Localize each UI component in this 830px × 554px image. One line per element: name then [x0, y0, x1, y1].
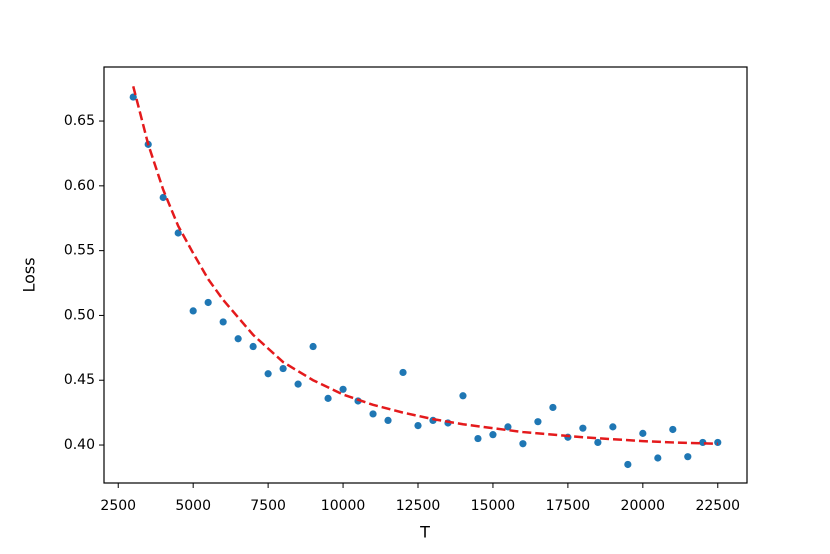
x-tick-label: 17500 — [546, 498, 591, 514]
point — [234, 335, 242, 343]
y-tick-label: 0.45 — [64, 372, 95, 388]
point — [519, 440, 527, 448]
point — [549, 403, 557, 412]
point — [459, 392, 467, 400]
point — [534, 418, 542, 426]
point — [294, 380, 302, 388]
x-tick-label: 10000 — [321, 498, 366, 514]
point — [639, 429, 647, 437]
x-tick-label: 12500 — [396, 498, 441, 514]
y-tick-label: 0.40 — [64, 437, 95, 453]
point — [264, 370, 272, 378]
point — [714, 438, 722, 447]
point — [579, 424, 587, 432]
x-tick-label: 2500 — [100, 498, 136, 514]
point — [684, 453, 692, 461]
fit-line — [132, 85, 718, 445]
point — [669, 425, 677, 434]
point — [624, 460, 632, 469]
point — [279, 364, 287, 373]
plot-frame — [103, 66, 748, 484]
point — [309, 342, 317, 351]
point — [384, 416, 392, 425]
point — [414, 421, 422, 430]
point — [609, 423, 617, 431]
y-tick-label: 0.55 — [64, 243, 95, 259]
point — [654, 454, 662, 462]
point — [339, 385, 347, 393]
x-tick-label: 22500 — [695, 498, 740, 514]
x-tick-label: 7500 — [250, 498, 286, 514]
y-tick-label: 0.50 — [64, 307, 95, 323]
point — [159, 193, 167, 202]
point — [129, 93, 137, 101]
x-tick-label: 20000 — [621, 498, 666, 514]
point — [174, 229, 182, 237]
point — [369, 410, 377, 418]
y-tick-label: 0.65 — [64, 113, 95, 129]
x-axis-label: T — [419, 523, 430, 542]
point — [219, 318, 227, 326]
y-axis-label: Loss — [20, 257, 39, 292]
point — [504, 423, 512, 431]
point — [249, 342, 257, 351]
x-tick-label: 5000 — [175, 498, 211, 514]
point — [204, 298, 212, 307]
point — [189, 307, 197, 315]
x-tick-label: 15000 — [471, 498, 516, 514]
point — [324, 394, 332, 402]
point — [474, 434, 482, 443]
y-tick-label: 0.60 — [64, 178, 95, 194]
point — [489, 431, 497, 439]
point — [594, 438, 602, 447]
point — [399, 368, 407, 377]
